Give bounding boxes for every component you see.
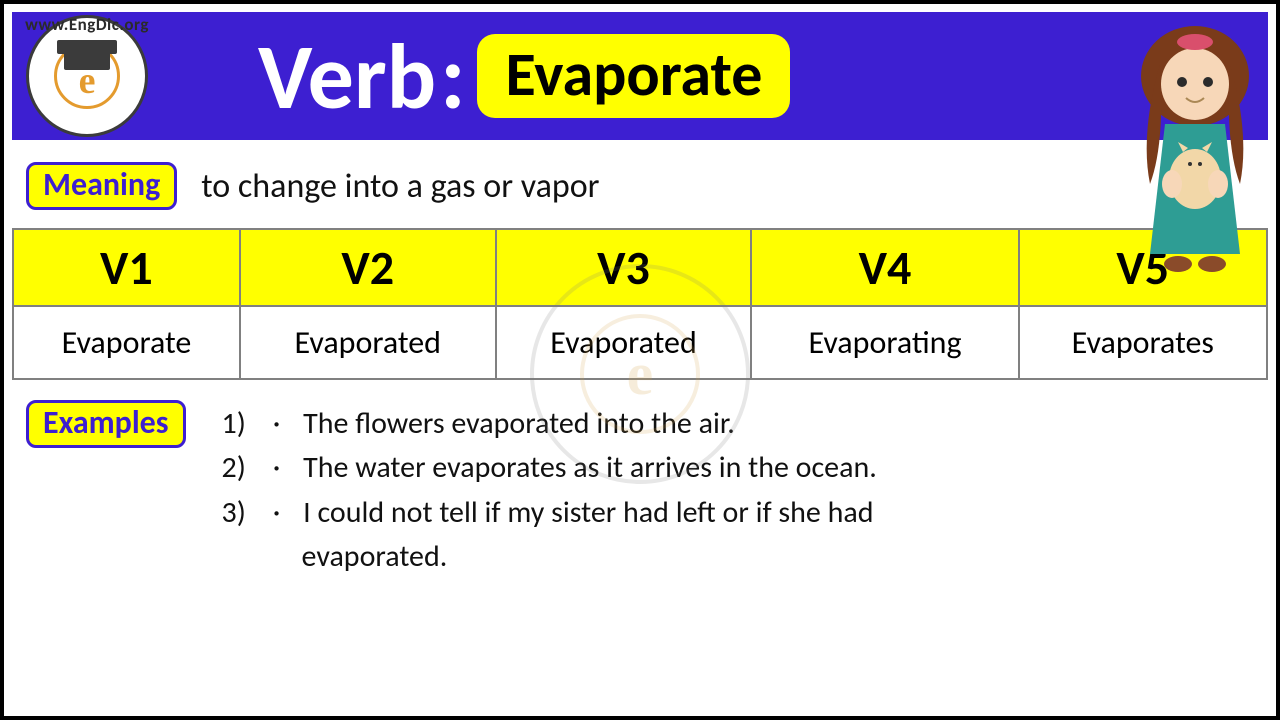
examples-list: 1)· The flowers evaporated into the air.… bbox=[222, 402, 877, 580]
logo-circle: e bbox=[54, 43, 120, 109]
table-row: Evaporate Evaporated Evaporated Evaporat… bbox=[13, 306, 1267, 379]
example-text: The flowers evaporated into the air. bbox=[303, 405, 735, 442]
list-item: 3)· I could not tell if my sister had le… bbox=[222, 491, 877, 535]
examples-tag: Examples bbox=[26, 400, 186, 448]
header-band: www.EngDic.org e Verb : Evaporate bbox=[12, 12, 1268, 140]
example-text: I could not tell if my sister had left o… bbox=[303, 494, 873, 531]
col-v3: V3 bbox=[496, 229, 752, 306]
cell-v4: Evaporating bbox=[751, 306, 1018, 379]
graduation-cap-icon bbox=[64, 48, 110, 70]
list-item: 1)· The flowers evaporated into the air. bbox=[222, 402, 877, 446]
meaning-tag: Meaning bbox=[26, 162, 177, 210]
cell-v3: Evaporated bbox=[496, 306, 752, 379]
header-label: Verb bbox=[258, 20, 436, 133]
list-item: 2)· The water evaporates as it arrives i… bbox=[222, 446, 877, 490]
col-v1: V1 bbox=[13, 229, 240, 306]
col-v2: V2 bbox=[240, 229, 496, 306]
header-colon: : bbox=[440, 20, 465, 133]
examples-row: Examples 1)· The flowers evaporated into… bbox=[26, 400, 1268, 580]
header-word-pill: Evaporate bbox=[477, 34, 790, 118]
girl-with-cat-illustration bbox=[1120, 14, 1270, 274]
meaning-row: Meaning to change into a gas or vapor bbox=[26, 162, 1268, 210]
verb-forms-table: V1 V2 V3 V4 V5 Evaporate Evaporated Evap… bbox=[12, 228, 1268, 380]
example-text-wrap: evaporated. bbox=[222, 535, 877, 579]
meaning-text: to change into a gas or vapor bbox=[201, 166, 599, 207]
example-text: The water evaporates as it arrives in th… bbox=[303, 449, 877, 486]
cell-v2: Evaporated bbox=[240, 306, 496, 379]
table-header-row: V1 V2 V3 V4 V5 bbox=[13, 229, 1267, 306]
brand-url: www.EngDic.org bbox=[25, 14, 149, 35]
cell-v1: Evaporate bbox=[13, 306, 240, 379]
col-v4: V4 bbox=[751, 229, 1018, 306]
card-frame: e www.EngDic.org e Verb : Evaporate bbox=[0, 0, 1280, 720]
cell-v5: Evaporates bbox=[1019, 306, 1267, 379]
brand-logo: www.EngDic.org e bbox=[26, 15, 148, 137]
